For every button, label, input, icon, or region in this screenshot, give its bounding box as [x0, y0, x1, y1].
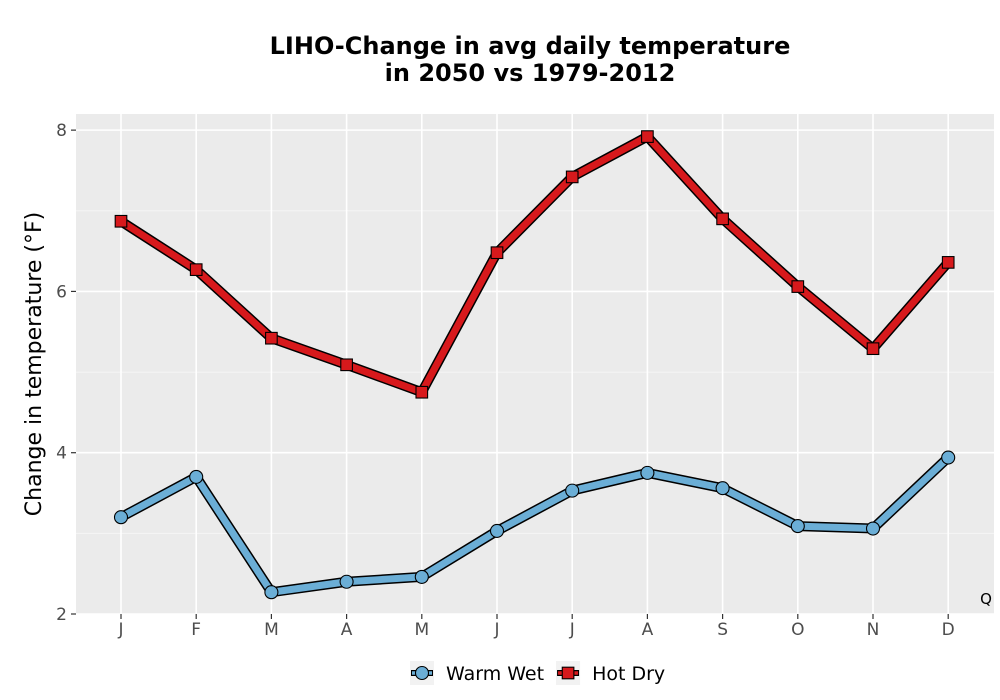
data-point: [264, 585, 279, 600]
y-axis-label: Change in temperature (°F): [22, 212, 47, 516]
legend-item-warm-wet: Warm Wet: [410, 661, 544, 685]
data-point: [716, 212, 729, 226]
series-line: [117, 454, 952, 596]
data-point: [490, 246, 504, 260]
y-tick-label: 2: [56, 605, 67, 625]
x-tick-label: J: [493, 620, 499, 640]
data-point: [865, 521, 881, 536]
corner-label: Q: [980, 590, 992, 608]
data-point: [114, 214, 128, 228]
x-tick-label: J: [117, 620, 123, 640]
x-tick-label: D: [942, 620, 955, 640]
data-point: [640, 465, 655, 480]
data-point: [641, 130, 654, 143]
x-tick-label: M: [414, 620, 429, 640]
y-tick-label: 8: [56, 121, 67, 141]
x-tick-label: N: [867, 620, 880, 640]
data-point: [565, 170, 579, 184]
x-tick-label: J: [569, 620, 575, 640]
chart-title-line2: in 2050 vs 1979-2012: [385, 59, 676, 87]
data-point: [489, 523, 505, 538]
data-point: [340, 358, 353, 372]
grid-lines: [76, 114, 994, 615]
data-point: [265, 331, 278, 345]
legend-key-marker: [561, 666, 575, 680]
x-tick-label: S: [717, 620, 728, 640]
series-hot-dry: [114, 130, 955, 399]
data-point: [866, 342, 880, 356]
y-axis-ticks: 2 4 6 8: [56, 121, 76, 625]
series-line: [117, 133, 952, 396]
legend-item-hot-dry: Hot Dry: [556, 661, 665, 685]
data-point: [790, 519, 805, 534]
data-point: [189, 469, 204, 484]
data-point: [715, 481, 730, 496]
plot-panel: [76, 114, 994, 614]
data-point: [414, 569, 429, 584]
legend: Warm Wet Hot Dry: [410, 661, 665, 685]
chart-title-line1: LIHO-Change in avg daily temperature: [270, 32, 791, 60]
series-warm-wet: [113, 450, 956, 600]
y-tick-label: 4: [56, 444, 67, 464]
data-point: [565, 483, 580, 498]
data-point: [415, 385, 429, 399]
x-tick-label: F: [191, 620, 201, 640]
x-tick-label: A: [341, 620, 353, 640]
legend-label: Warm Wet: [446, 663, 544, 685]
y-tick-label: 6: [56, 282, 67, 302]
x-tick-label: M: [264, 620, 279, 640]
x-tick-label: A: [642, 620, 654, 640]
data-point: [113, 510, 129, 525]
data-point: [189, 263, 203, 276]
data-point: [941, 450, 956, 465]
data-point: [941, 256, 955, 269]
x-tick-label: O: [791, 620, 804, 640]
series-layer: [113, 130, 956, 600]
legend-label: Hot Dry: [592, 663, 665, 685]
data-point: [791, 280, 805, 293]
data-point: [339, 574, 354, 589]
legend-key-marker: [414, 665, 430, 681]
